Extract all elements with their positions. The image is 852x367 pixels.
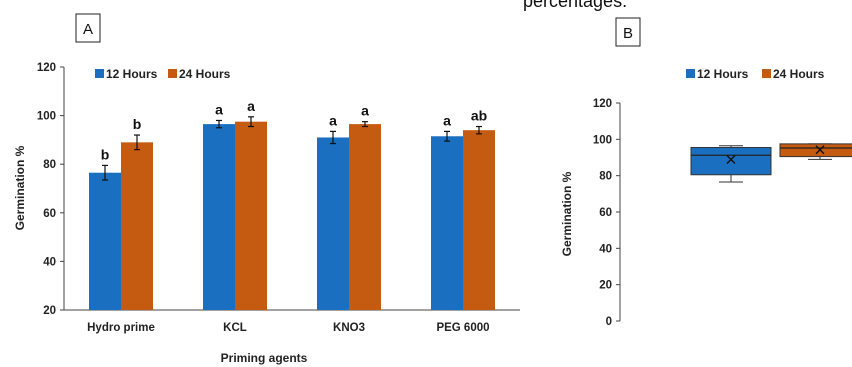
significance-letter: a: [443, 112, 451, 128]
bar-24h: [463, 130, 495, 310]
panel-a-x-tick-label: KCL: [223, 322, 247, 334]
legend-label: 24 Hours: [179, 67, 231, 81]
box-24h: [779, 143, 852, 158]
legend-swatch-12h: [686, 69, 695, 78]
panel-a-y-axis-title: Germination %: [13, 145, 27, 230]
panel-a-x-tick-label: PEG 6000: [436, 322, 489, 334]
bar-12h: [203, 124, 235, 310]
bar-12h: [431, 136, 463, 310]
panel-a-y-tick-label: 20: [43, 305, 56, 317]
box-mean-marker: [815, 145, 825, 155]
significance-letter: a: [329, 112, 337, 128]
panel-a-label: A: [83, 21, 93, 38]
significance-letter: a: [215, 101, 223, 117]
legend-swatch-24h: [762, 69, 771, 78]
panel-b-label-box: [615, 17, 641, 47]
panel-a-y-tick-label: 80: [43, 159, 56, 171]
box-mean-marker: [726, 155, 736, 164]
box-12h: [690, 147, 772, 176]
bar-24h: [349, 124, 381, 310]
significance-letter: a: [361, 103, 369, 119]
significance-letter: b: [133, 116, 142, 132]
panel-a-y-tick-label: 60: [43, 208, 56, 220]
caption-fragment: percentages.: [0, 0, 852, 14]
significance-letter: a: [247, 98, 255, 114]
panel-b-y-tick-label: 100: [593, 134, 612, 146]
panel-a-x-axis-title: Priming agents: [221, 351, 308, 365]
panel-b-label: B: [623, 25, 633, 42]
legend-label: 24 Hours: [773, 67, 825, 81]
panel-b-y-tick-label: 40: [599, 243, 612, 255]
legend-label: 12 Hours: [697, 67, 749, 81]
panel-b-y-tick-label: 120: [593, 98, 612, 110]
bar-12h: [89, 172, 121, 310]
panel-a-label-box: [75, 13, 101, 43]
significance-letter: b: [101, 146, 110, 162]
panel-a-y-tick-label: 40: [43, 256, 56, 268]
panel-a-x-tick-label: Hydro prime: [87, 322, 155, 334]
legend-label: 12 Hours: [106, 67, 158, 81]
panel-b-y-tick-label: 60: [599, 207, 612, 219]
panel-b-y-tick-label: 20: [599, 280, 612, 292]
legend-swatch-12h: [95, 69, 104, 78]
legend-swatch-24h: [168, 69, 177, 78]
significance-letter: ab: [471, 108, 487, 124]
panel-a-x-tick-label: KNO3: [333, 322, 365, 334]
bar-12h: [317, 137, 349, 310]
panel-b-y-axis-title: Germination %: [560, 171, 574, 256]
panel-a-y-tick-label: 120: [37, 62, 56, 74]
panel-b-y-tick-label: 80: [599, 171, 612, 183]
panel-a-y-tick-label: 100: [37, 111, 56, 123]
bar-24h: [235, 121, 267, 310]
panel-b-y-tick-label: 0: [606, 316, 612, 328]
bar-24h: [121, 142, 153, 310]
caption-fragment-text: percentages.: [523, 0, 628, 11]
